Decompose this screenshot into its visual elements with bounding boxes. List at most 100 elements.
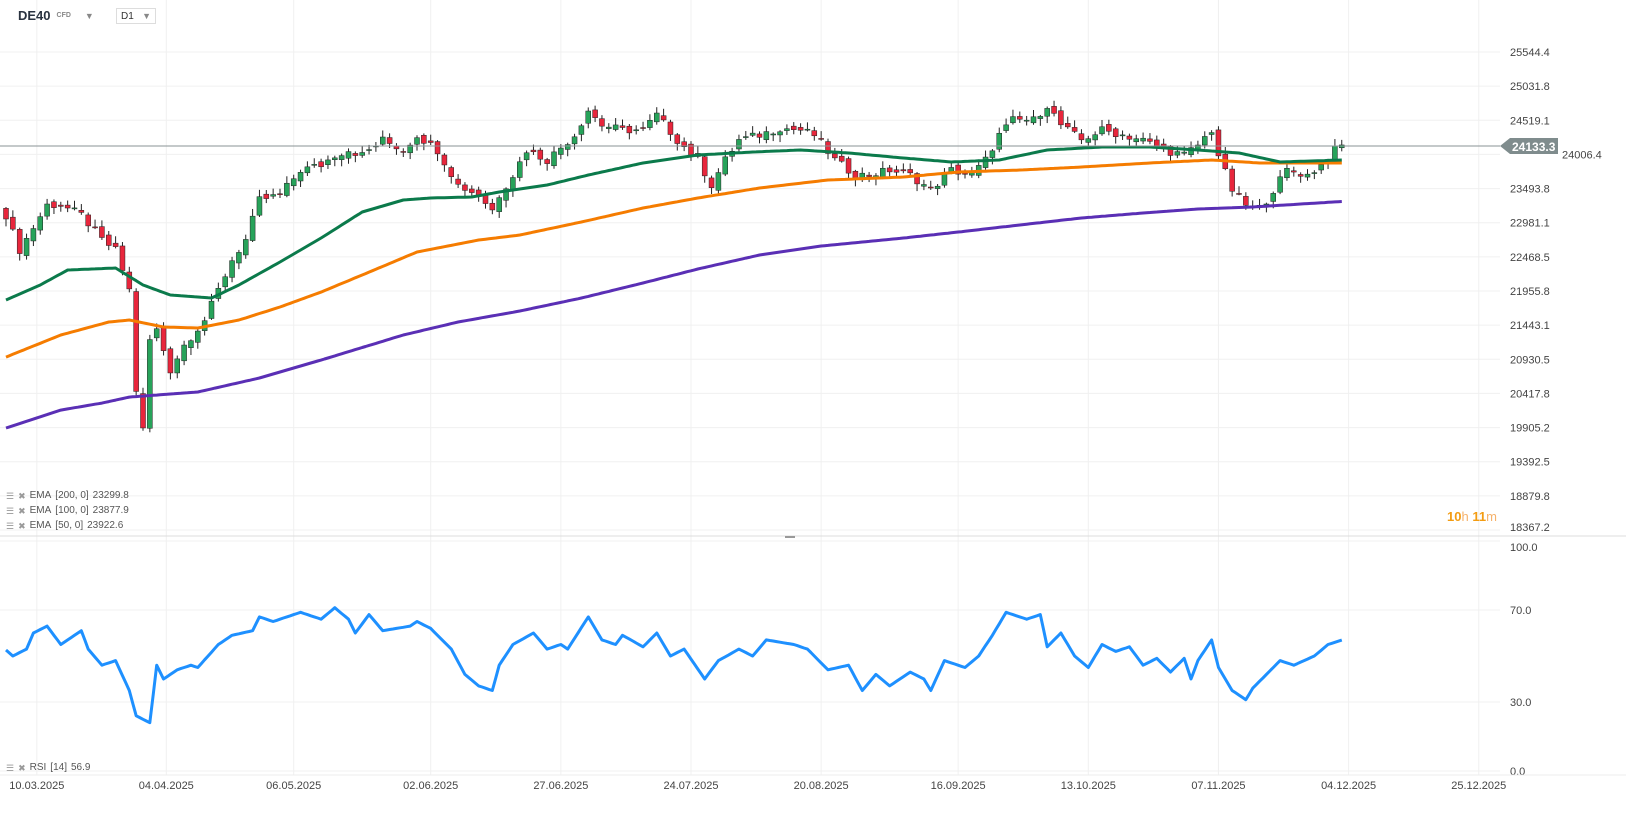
candle-down [928,186,934,189]
candle-down [455,178,461,185]
candle-up [921,184,927,187]
symbol-selector[interactable]: DE40 CFD ▼ [18,8,94,23]
close-icon[interactable]: ✖ [18,506,26,516]
chevron-down-icon: ▼ [142,11,151,21]
candle-up [578,125,585,135]
candle-down [914,173,920,185]
date-axis-label: 13.10.2025 [1061,780,1116,792]
price-axis-label: 22468.5 [1510,252,1550,264]
candle-up [633,129,639,132]
candle-up [229,260,235,278]
last-price-tag [1500,137,1558,154]
candle-up [37,216,43,231]
candle-down [448,167,454,177]
rsi-axis-label: 70.0 [1510,605,1531,617]
pane-resize-handle[interactable] [785,536,795,538]
candle-down [701,156,708,177]
candle-up [174,358,180,374]
candle-down [112,242,119,247]
candle-up [284,182,290,196]
candle-down [832,153,838,159]
close-icon[interactable]: ✖ [18,763,26,773]
candle-up [996,132,1002,150]
date-axis-label: 16.09.2025 [931,780,986,792]
candle-up [338,155,345,160]
candle-down [818,138,824,140]
candle-up [311,164,317,166]
settings-icon[interactable]: ☰ [6,763,15,773]
candle-down [1071,127,1078,132]
candle-up [256,196,263,216]
candle-up [551,151,557,167]
candle-down [434,141,441,155]
price-axis-label: 24006.4 [1562,149,1602,161]
candle-up [359,152,365,156]
price-axis-label: 25544.4 [1510,47,1550,59]
candle-down [845,158,852,174]
candle-down [640,127,646,129]
legend-params: [200, 0] [55,490,89,501]
candle-down [318,161,324,168]
legend-value: 23299.8 [92,490,129,501]
date-axis-label: 10.03.2025 [9,780,64,792]
date-axis-label: 27.06.2025 [533,780,588,792]
settings-icon[interactable]: ☰ [6,521,15,531]
candle-up [606,126,612,129]
candle-down [1291,170,1297,173]
candle-up [1003,124,1009,131]
candle-up [195,330,201,343]
candle-down [592,109,598,118]
candle-up [380,136,386,145]
candle-down [619,125,626,128]
timeframe-select[interactable]: D1 ▼ [116,8,156,24]
candle-up [564,144,571,150]
date-axis-label: 04.04.2025 [139,780,194,792]
price-axis-label: 18367.2 [1510,522,1550,534]
date-axis-label: 24.07.2025 [663,780,718,792]
candle-down [469,188,475,193]
chevron-down-icon: ▼ [84,10,94,21]
candle-up [736,139,742,150]
symbol-name: DE40 [18,8,51,23]
legend-label: EMA [29,520,52,531]
candle-up [558,147,564,155]
candle-up [1277,176,1283,193]
legend-ema200: ☰ ✖ EMA [200, 0] 23299.8 [6,490,129,502]
candle-down [1112,128,1119,137]
candle-up [517,161,523,178]
candle-up [1044,108,1050,117]
candle-down [660,115,667,121]
candle-up [181,344,187,362]
candle-up [941,173,948,186]
candle-up [304,166,311,174]
candle-up [71,207,78,210]
candle-down [1236,193,1242,195]
candle-up [804,128,811,131]
candle-down [51,201,57,208]
candle-down [160,325,167,351]
candle-up [784,128,790,131]
price-axis-label: 25031.8 [1510,81,1550,93]
ema50-line [5,145,1342,302]
legend-value: 23877.9 [92,505,129,516]
candle-down [1243,196,1249,206]
rsi-axis-label: 30.0 [1510,697,1531,709]
candle-down [133,291,139,392]
candle-up [1037,116,1044,119]
candle-down [1106,124,1112,132]
settings-icon[interactable]: ☰ [6,506,15,516]
candle-down [58,204,64,207]
rsi-axis-label: 0.0 [1510,766,1525,778]
candle-down [99,226,105,238]
candle-down [489,202,496,211]
settings-icon[interactable]: ☰ [6,491,15,501]
candle-down [277,193,283,195]
candle-down [3,208,9,220]
candle-up [366,149,372,151]
close-icon[interactable]: ✖ [18,491,26,501]
candle-up [407,144,413,154]
close-icon[interactable]: ✖ [18,521,26,531]
candle-down [462,184,468,191]
candle-up [414,137,420,145]
